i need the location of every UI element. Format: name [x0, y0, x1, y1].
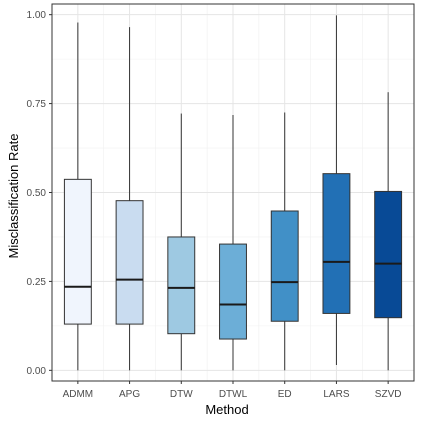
x-tick-label: ADMM	[63, 389, 94, 400]
box-iqr	[63, 178, 92, 325]
y-axis-title: Misclassification Rate	[6, 134, 21, 259]
box-iqr	[374, 190, 403, 319]
y-tick-label: 0.00	[27, 366, 47, 377]
box-dtwl	[219, 114, 247, 371]
y-tick-label: 0.75	[27, 99, 47, 110]
box-dtw	[167, 113, 196, 371]
y-tick-label: 1.00	[27, 10, 47, 21]
x-axis-title: Method	[205, 402, 248, 417]
box-iqr	[115, 200, 144, 325]
plot-area: 0.00 0.25 0.50 0.75 1.00 ADMM APG DTW DTWL ED LARS…	[27, 3, 415, 400]
box-iqr	[219, 243, 247, 340]
y-tick-label: 0.25	[27, 277, 47, 288]
x-tick-label: DTW	[170, 389, 193, 400]
box-apg	[115, 27, 144, 371]
x-tick-label: LARS	[323, 389, 349, 400]
box-iqr	[322, 173, 351, 314]
box-iqr	[270, 210, 299, 322]
x-tick-label: ED	[278, 389, 292, 400]
box-admm	[63, 22, 92, 371]
box-iqr	[167, 236, 196, 335]
box-szvd	[374, 92, 403, 371]
x-tick-label: SZVD	[375, 389, 402, 400]
box-ed	[270, 112, 299, 371]
box-lars	[322, 15, 351, 365]
x-tick-label: APG	[119, 389, 140, 400]
x-tick-label: DTWL	[219, 389, 248, 400]
y-tick-label: 0.50	[27, 188, 47, 199]
